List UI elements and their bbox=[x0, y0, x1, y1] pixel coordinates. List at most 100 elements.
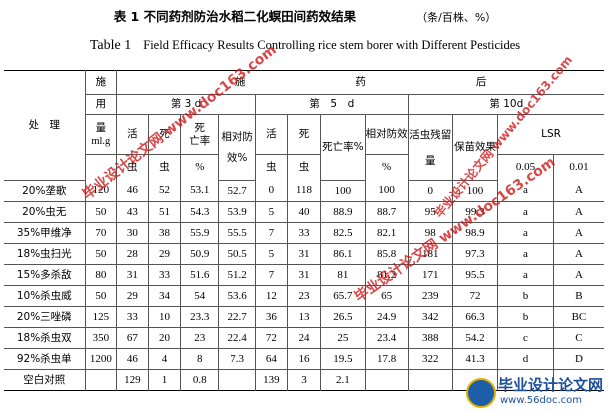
header-insect-2: 虫 bbox=[147, 154, 182, 181]
cell-d3-re: 52.7 bbox=[218, 180, 257, 202]
cell-d5-re: 81.2 bbox=[364, 264, 409, 286]
header-insect-1: 虫 bbox=[116, 154, 149, 181]
cell-dose: 350 bbox=[84, 327, 118, 349]
cell-res bbox=[407, 369, 453, 391]
table-row: 20%垄歌 120 46 52 53.1 52.7 0 118 100 100 0 100 a A bbox=[4, 180, 604, 202]
header-lsr-001: 0.01 bbox=[552, 154, 604, 181]
cell-d3-dead: 38 bbox=[147, 222, 182, 244]
cell-d3-live: 28 bbox=[116, 243, 149, 265]
treatment-name: 18%杀虫双 bbox=[4, 327, 86, 349]
header-pct-1: % bbox=[180, 154, 220, 181]
cell-d5-dr: 81 bbox=[320, 264, 366, 286]
cell-lsr1: A bbox=[552, 264, 604, 286]
header-residual: 活虫残留量 bbox=[407, 114, 453, 181]
cell-seed: 97.3 bbox=[451, 243, 499, 265]
cell-d5-dead: 16 bbox=[286, 348, 322, 370]
cell-d3-re: 22.4 bbox=[218, 327, 257, 349]
header-live-5d: 活 bbox=[255, 114, 288, 155]
cell-d5-dr: 82.5 bbox=[320, 222, 366, 244]
table-row: 10%杀虫威 50 29 34 54 53.6 12 23 65.7 65 239 72 b B bbox=[4, 285, 604, 307]
table-title-en: Table 1 Field Efficacy Results Controllin… bbox=[0, 38, 610, 54]
cell-dose: 120 bbox=[84, 180, 118, 202]
cell-res: 239 bbox=[407, 285, 453, 307]
cell-lsr1 bbox=[552, 369, 604, 391]
cell-d5-dead: 23 bbox=[286, 285, 322, 307]
cell-d5-re bbox=[364, 369, 409, 391]
cell-d3-dr: 54 bbox=[180, 285, 220, 307]
cell-lsr1: A bbox=[552, 243, 604, 265]
cell-d5-dr: 26.5 bbox=[320, 306, 366, 328]
cell-d3-dead: 4 bbox=[147, 348, 182, 370]
cell-lsr1: BC bbox=[552, 306, 604, 328]
table-row: 92%杀虫单 1200 46 4 8 7.3 64 16 19.5 17.8 322 41.3 d D bbox=[4, 348, 604, 370]
cell-d3-dead: 29 bbox=[147, 243, 182, 265]
cell-d3-dead: 20 bbox=[147, 327, 182, 349]
cell-d3-re bbox=[218, 369, 257, 391]
cell-res: 388 bbox=[407, 327, 453, 349]
cell-lsr5: a bbox=[497, 180, 554, 202]
title-cn-text: 表 1 不同药剂防治水稻二化螟田间药效结果 bbox=[113, 9, 357, 24]
header-live-3d: 活 bbox=[116, 114, 149, 155]
table-row: 18%杀虫双 350 67 20 23 22.4 72 24 25 23.4 388 54.2 c C bbox=[4, 327, 604, 349]
header-treatment: 处 理 bbox=[4, 70, 86, 181]
cell-d5-live: 5 bbox=[255, 243, 288, 265]
table-title-cn: 表 1 不同药剂防治水稻二化螟田间药效结果 （条/百株、%） bbox=[0, 6, 610, 25]
cell-res: 322 bbox=[407, 348, 453, 370]
header-lsr: LSR bbox=[497, 114, 604, 155]
cell-lsr5: b bbox=[497, 306, 554, 328]
treatment-name: 15%多杀敌 bbox=[4, 264, 86, 286]
logo-emblem-icon bbox=[466, 378, 496, 408]
header-dose-2: 用 bbox=[85, 94, 118, 115]
cell-d3-dr: 50.9 bbox=[180, 243, 220, 265]
table-row: 20%虫无 50 43 51 54.3 53.9 5 40 88.9 88.7 95 99.3 a A bbox=[4, 201, 604, 223]
cell-dose: 50 bbox=[84, 243, 118, 265]
cell-d3-dr: 23.3 bbox=[180, 306, 220, 328]
cell-d5-re: 82.1 bbox=[364, 222, 409, 244]
cell-lsr1: A bbox=[552, 180, 604, 202]
header-dead-5d: 死 bbox=[286, 114, 322, 155]
header-day3: 第 3 d bbox=[116, 94, 257, 115]
cell-dose: 80 bbox=[84, 264, 118, 286]
cell-d5-live: 64 bbox=[255, 348, 288, 370]
cell-lsr5: a bbox=[497, 222, 554, 244]
cell-d3-re: 51.2 bbox=[218, 264, 257, 286]
cell-lsr5: c bbox=[497, 327, 554, 349]
cell-lsr1: A bbox=[552, 222, 604, 244]
cell-lsr5: b bbox=[497, 285, 554, 307]
cell-d5-dead: 33 bbox=[286, 222, 322, 244]
cell-lsr5: a bbox=[497, 201, 554, 223]
cell-dose: 70 bbox=[84, 222, 118, 244]
cell-d5-dead: 13 bbox=[286, 306, 322, 328]
cell-d3-re: 53.6 bbox=[218, 285, 257, 307]
header-insect-3: 虫 bbox=[255, 154, 288, 181]
cell-d5-dr: 65.7 bbox=[320, 285, 366, 307]
cell-d3-dr: 0.8 bbox=[180, 369, 220, 391]
cell-d3-live: 46 bbox=[116, 180, 149, 202]
header-day10: 第 10d bbox=[407, 94, 604, 115]
cell-lsr1: D bbox=[552, 348, 604, 370]
cell-d3-dead: 34 bbox=[147, 285, 182, 307]
cell-d3-re: 53.9 bbox=[218, 201, 257, 223]
cell-res: 171 bbox=[407, 264, 453, 286]
cell-d3-dead: 51 bbox=[147, 201, 182, 223]
header-dead-3d: 死 bbox=[147, 114, 182, 155]
header-death-rate-5d: 死亡率% bbox=[320, 114, 366, 181]
cell-d5-dr: 88.9 bbox=[320, 201, 366, 223]
treatment-name: 35%甲维净 bbox=[4, 222, 86, 244]
cell-d5-re: 100 bbox=[364, 180, 409, 202]
cell-d3-live: 29 bbox=[116, 285, 149, 307]
cell-lsr5 bbox=[497, 369, 554, 391]
cell-d5-dead: 40 bbox=[286, 201, 322, 223]
cell-d5-dr: 25 bbox=[320, 327, 366, 349]
cell-d5-re: 65 bbox=[364, 285, 409, 307]
cell-seed: 99.3 bbox=[451, 201, 499, 223]
cell-d5-dr: 2.1 bbox=[320, 369, 366, 391]
cell-seed: 98.9 bbox=[451, 222, 499, 244]
cell-lsr5: a bbox=[497, 264, 554, 286]
cell-d5-re: 85.8 bbox=[364, 243, 409, 265]
cell-d3-dead: 1 bbox=[147, 369, 182, 391]
table-row: 35%甲维净 70 30 38 55.9 55.5 7 33 82.5 82.1 98 98.9 a A bbox=[4, 222, 604, 244]
cell-d5-live: 5 bbox=[255, 201, 288, 223]
cell-d5-re: 88.7 bbox=[364, 201, 409, 223]
header-day5: 第 5 d bbox=[255, 94, 409, 115]
